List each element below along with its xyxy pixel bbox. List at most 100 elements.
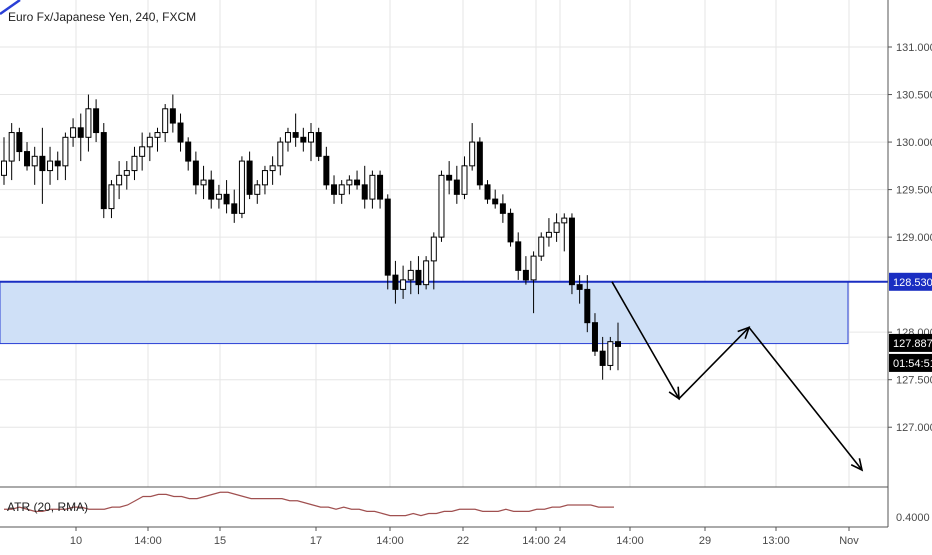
time-tick-label: 17 [310, 535, 322, 547]
candle-body [292, 132, 299, 138]
candle-body [308, 132, 314, 143]
candle [469, 123, 476, 171]
candle [16, 127, 23, 162]
candle [530, 251, 537, 314]
candle-body [384, 198, 391, 276]
candle [47, 146, 54, 185]
candle [438, 170, 445, 242]
projection-arrows[interactable] [611, 281, 864, 472]
candle [515, 232, 522, 280]
candle [169, 94, 176, 133]
candle [300, 127, 307, 152]
candle [369, 170, 376, 209]
candle-body [607, 341, 614, 366]
candle [31, 146, 38, 185]
candle [331, 175, 338, 204]
candle-body [154, 132, 161, 138]
candle [576, 275, 583, 304]
candle-body [208, 179, 215, 200]
candle-body [108, 184, 115, 210]
candle [338, 180, 345, 204]
candle [507, 208, 514, 247]
candle [93, 99, 100, 143]
candle-body [499, 203, 506, 214]
candle [62, 132, 69, 181]
candle [39, 127, 46, 204]
arrow-head-down-2 [850, 458, 864, 472]
candle-body [615, 341, 621, 347]
projection-path [611, 281, 863, 471]
candle [584, 275, 591, 333]
candle-body [338, 184, 345, 195]
support-zone[interactable] [0, 280, 888, 345]
candle-body [361, 184, 368, 200]
candle [139, 132, 146, 171]
candle-body [576, 284, 583, 290]
time-tick-label: 14:00 [522, 535, 550, 547]
time-axis[interactable]: 10 14:00 15 17 14:00 22 14:00 24 14:00 29 13:00 Nov [0, 526, 888, 547]
candle [476, 137, 483, 190]
candle-body [116, 174, 123, 186]
candle-body [223, 193, 230, 205]
candle [200, 165, 207, 200]
candle-body [139, 146, 146, 157]
candle-body [415, 269, 422, 286]
candle-body [284, 132, 291, 143]
candle [108, 180, 115, 219]
candle [346, 175, 353, 195]
candle [423, 256, 430, 290]
candles [1, 94, 621, 380]
candle-body [261, 170, 268, 186]
support-zone-rect [0, 281, 849, 345]
candle [123, 161, 130, 190]
candle [177, 113, 184, 152]
candle-body [315, 132, 322, 157]
candle-body [39, 155, 46, 172]
time-tick-label: 22 [457, 535, 469, 547]
candle [461, 156, 468, 200]
candle-body [530, 255, 537, 281]
corner-logo-mark [0, 0, 21, 16]
candle-body [469, 141, 476, 167]
candle [100, 123, 107, 219]
candle-body [24, 151, 31, 167]
candle-body [446, 174, 453, 181]
candle [231, 189, 238, 223]
candle [77, 113, 84, 162]
candle [323, 146, 330, 190]
atr-line [4, 491, 614, 517]
candle-body [461, 165, 468, 195]
candle [85, 94, 92, 152]
candle [377, 170, 384, 209]
price-axis[interactable]: 131.000130.500130.000129.500129.000128.0… [0, 0, 932, 527]
time-tick-label: Nov [839, 535, 859, 547]
candle-body [484, 184, 491, 200]
candle-body [215, 193, 222, 200]
candle [261, 165, 268, 195]
level-price-tag-text: 128.530 [893, 277, 932, 289]
candle-body [246, 160, 253, 195]
candle [284, 127, 291, 152]
candle [116, 161, 123, 200]
symbol-title: Euro Fx/Japanese Yen, 240, FXCM [8, 10, 196, 24]
candle-body [346, 179, 353, 186]
arrow-head-up [737, 326, 751, 340]
candle-body [392, 274, 399, 290]
candle-body [77, 127, 84, 138]
candle [446, 161, 453, 195]
candle-body [430, 236, 437, 262]
time-tick-label: 14:00 [376, 535, 404, 547]
candle [308, 123, 314, 162]
candle-body [231, 203, 238, 214]
candle-body [93, 108, 100, 134]
candle [400, 265, 407, 299]
candle [70, 118, 77, 147]
price-tick-label: 127.500 [896, 375, 932, 387]
candle-body [584, 288, 591, 324]
candle [154, 127, 161, 152]
candle-body [331, 184, 338, 195]
candle-body [47, 160, 54, 172]
candle [254, 180, 261, 204]
